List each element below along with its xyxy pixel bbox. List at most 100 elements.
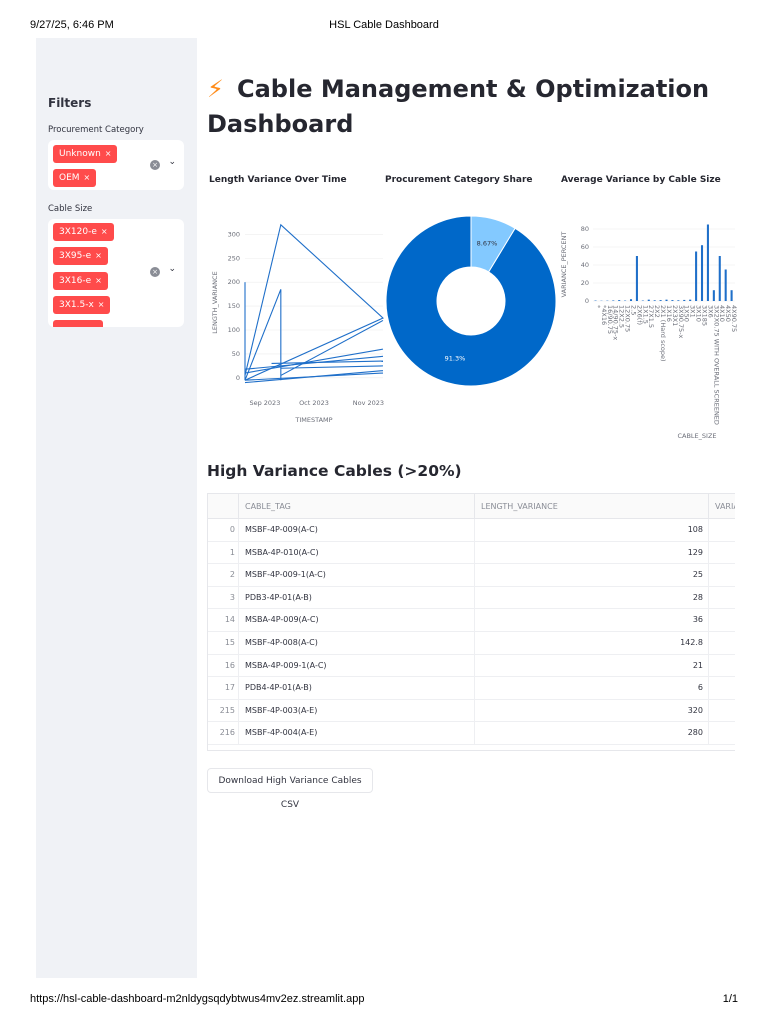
tag-remove-icon[interactable]: × (83, 173, 91, 182)
table-row[interactable]: 0 MSBF-4P-009(A-C) 108 (208, 519, 735, 542)
series-line (280, 319, 384, 376)
cable-tag-cell: MSBF-4P-004(A-E) (239, 722, 475, 745)
filter-tag-3x95-e[interactable]: 3X95-e × (53, 247, 108, 265)
filter-tag-label: 3X1.5-x (59, 300, 94, 310)
cable-size-label: Cable Size (48, 204, 93, 214)
bar (730, 290, 733, 301)
tag-remove-icon[interactable]: × (95, 251, 102, 260)
chevron-down-icon[interactable]: ⌄ (168, 264, 176, 274)
table-row[interactable]: 215 MSBF-4P-003(A-E) 320 (208, 699, 735, 723)
pie-slice (470, 215, 516, 273)
y-tick-label: 150 (228, 302, 240, 310)
y-tick-label: 40 (581, 261, 589, 269)
bar-chart-title: Average Variance by Cable Size (561, 175, 721, 185)
x-tick-label: 3X185 (700, 305, 708, 326)
x-tick-label: 2X1 (Hard scope) (659, 305, 667, 362)
tag-remove-icon[interactable]: × (95, 276, 102, 285)
cable-tag-cell: MSBF-4P-009-1(A-C) (239, 564, 475, 587)
high-variance-table[interactable]: CABLE_TAG LENGTH_VARIANCE VARIA 0MSBF-4P… (207, 493, 735, 751)
variance-percent-cell (709, 542, 735, 565)
procurement-category-multiselect[interactable]: Unknown × OEM × × ⌄ (48, 140, 184, 190)
print-page-number: 1/1 (722, 993, 738, 1005)
length-variance-cell: 320 (475, 699, 709, 723)
table-row[interactable]: 216 MSBF-4P-004(A-E) 280 (208, 722, 735, 745)
table-row[interactable]: 2 MSBF-4P-009-1(A-C) 25 (208, 564, 735, 587)
cable-tag-cell: MSBF-4P-003(A-E) (239, 699, 475, 723)
variance-percent-cell (709, 587, 735, 610)
tag-remove-icon[interactable]: × (104, 149, 112, 158)
tag-remove-icon[interactable]: × (100, 227, 108, 236)
x-tick-label: 12X0.75 (624, 305, 632, 332)
filter-tag-oem[interactable]: OEM × (53, 169, 97, 187)
variance-percent-cell (709, 609, 735, 632)
x-tick-label: 4X50 (724, 305, 732, 322)
column-header-variance-percent[interactable]: VARIA (709, 494, 735, 519)
row-index: 215 (208, 699, 239, 723)
tag-remove-icon[interactable]: × (97, 300, 105, 309)
table-row[interactable]: 15 MSBF-4P-008(A-C) 142.8 (208, 632, 735, 655)
pie-slice-label: 8.67% (477, 240, 498, 248)
x-tick-label: 1X1.5 (641, 305, 649, 324)
x-tick-label: Nov 2023 (353, 399, 384, 407)
filter-tag-3x1-5-x[interactable]: 3X1.5-x × (53, 296, 111, 314)
length-variance-line-chart[interactable]: 0 50 100 150 200 250 300 Sep 2023 Oct 2023 Nov 20… (205, 215, 385, 430)
length-variance-cell: 280 (475, 722, 709, 745)
variance-percent-cell (709, 564, 735, 587)
length-variance-cell: 25 (475, 564, 709, 587)
table-row[interactable]: 14 MSBA-4P-009(A-C) 36 (208, 609, 735, 632)
clear-all-icon[interactable]: × (150, 267, 160, 277)
row-index: 216 (208, 722, 239, 745)
x-tick-label: 16/90.75 (606, 305, 614, 334)
filter-tag-partial[interactable] (53, 320, 103, 327)
filter-tag-unknown[interactable]: Unknown × (53, 145, 118, 163)
length-variance-cell: 21 (475, 654, 709, 678)
variance-percent-cell (709, 722, 735, 745)
table-row[interactable]: 1 MSBA-4P-010(A-C) 129 (208, 541, 735, 565)
print-document-title: HSL Cable Dashboard (329, 19, 439, 31)
column-header-length-variance[interactable]: LENGTH_VARIANCE (475, 494, 709, 519)
filter-tag-label: 3X95-e (59, 251, 92, 261)
table-row[interactable]: 3 PDB3-4P-01(A-B) 28 (208, 586, 735, 610)
row-index: 15 (208, 632, 239, 655)
y-tick-label: 100 (228, 326, 240, 334)
y-tick-label: 0 (585, 297, 589, 305)
table-row[interactable]: 17 PDB4-4P-01(A-B) 6 (208, 677, 735, 700)
x-tick-label: 2.5 (629, 305, 637, 315)
line-chart-title: Length Variance Over Time (209, 175, 347, 185)
cable-tag-cell: MSBF-4P-008(A-C) (239, 632, 475, 655)
variance-percent-cell (709, 632, 735, 655)
row-index: 3 (208, 586, 239, 610)
y-tick-label: 200 (228, 278, 240, 286)
variance-percent-cell (709, 700, 735, 723)
x-tick-label: 3X10 (695, 305, 703, 322)
row-index: 1 (208, 541, 239, 565)
clear-all-icon[interactable]: × (150, 160, 160, 170)
cable-tag-cell: MSBA-4P-009-1(A-C) (239, 654, 475, 678)
cable-tag-cell: PDB3-4P-01(A-B) (239, 586, 475, 610)
sidebar: Filters Procurement Category Unknown × OE… (36, 38, 197, 978)
y-axis-label: LENGTH_VARIANCE (211, 271, 219, 333)
bar (612, 300, 615, 301)
series-line (244, 223, 384, 381)
filter-tag-3x16-e[interactable]: 3X16-e × (53, 272, 108, 290)
procurement-share-donut-chart[interactable]: 91.3% 8.67% (385, 215, 557, 387)
cable-size-multiselect[interactable]: 3X120-e × 3X95-e × 3X16-e × 3X1.5-x × × ⌄ (48, 219, 184, 327)
bar (629, 299, 633, 301)
x-tick-label: 27X1.5 (647, 305, 655, 328)
download-csv-button[interactable]: Download High Variance Cables CSV (207, 768, 373, 810)
cable-tag-cell: PDB4-4P-01(A-B) (239, 677, 475, 700)
bar (712, 290, 715, 301)
column-header-index[interactable] (208, 494, 239, 519)
sidebar-heading: Filters (48, 96, 92, 110)
bar (618, 300, 621, 301)
column-header-cable-tag[interactable]: CABLE_TAG (239, 494, 475, 519)
y-axis-label: VARIANCE_PERCENT (560, 232, 568, 298)
x-tick-label: 1X16 (665, 305, 673, 322)
filter-tag-3x120-e[interactable]: 3X120-e × (53, 223, 114, 241)
chevron-down-icon[interactable]: ⌄ (168, 157, 176, 167)
table-row[interactable]: 16 MSBA-4P-009-1(A-C) 21 (208, 654, 735, 678)
cable-tag-cell: MSBA-4P-009(A-C) (239, 609, 475, 632)
pie-slice-label: 91.3% (445, 354, 466, 362)
variance-by-size-bar-chart[interactable]: 020406080**4X1616/90.7514/90.75-x12X2.51… (557, 215, 738, 445)
series-line (280, 365, 384, 369)
